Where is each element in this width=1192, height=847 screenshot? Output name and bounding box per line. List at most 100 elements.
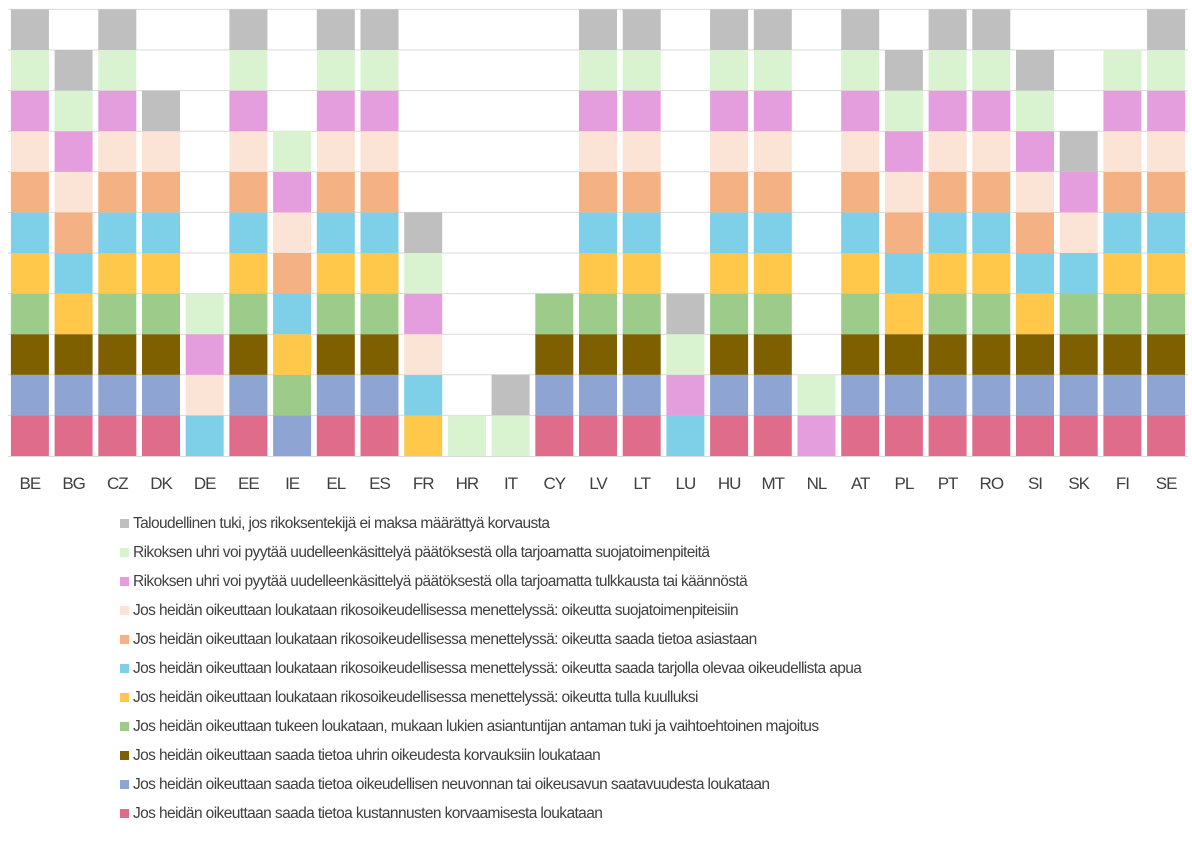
bar-segment	[142, 131, 180, 172]
bar-segment	[360, 50, 399, 91]
bar-segment	[579, 212, 617, 253]
x-tick-label: HU	[718, 474, 741, 493]
bar-segment	[797, 415, 836, 456]
bar-segment	[1147, 90, 1186, 132]
bar-segment	[98, 334, 137, 375]
legend-swatch	[120, 722, 129, 731]
bar-segment	[753, 293, 792, 335]
bar-segment	[579, 334, 617, 375]
bar-segment	[753, 334, 792, 375]
legend-label: Jos heidän oikeuttaan loukataan rikosoik…	[133, 688, 699, 706]
bar-segment	[884, 374, 923, 416]
bar-segment	[10, 253, 49, 294]
legend-label: Rikoksen uhri voi pyytää uudelleenkäsitt…	[133, 572, 748, 590]
bar-segment	[1103, 415, 1142, 456]
bar-segment	[928, 131, 967, 172]
bar-segment	[1016, 253, 1054, 294]
bar-segment	[229, 334, 268, 375]
bar-segment	[10, 171, 49, 213]
x-tick-label: MT	[762, 474, 785, 493]
bar-segment	[98, 171, 137, 213]
bar-segment	[972, 334, 1011, 375]
bar-segment	[884, 415, 923, 456]
legend-swatch	[120, 519, 129, 528]
bar-segment	[884, 212, 923, 253]
legend-label: Jos heidän oikeuttaan saada tietoa oikeu…	[133, 775, 770, 793]
bar-segment	[1147, 293, 1186, 335]
bar-segment	[884, 131, 923, 172]
bar-segment	[753, 253, 792, 294]
bar-segment	[10, 90, 49, 132]
bar-segment	[666, 415, 705, 456]
bar-segment	[841, 374, 880, 416]
legend-swatch	[120, 606, 129, 615]
bar-segment	[535, 374, 574, 416]
x-tick-label: NL	[807, 474, 827, 493]
bar-segment	[928, 374, 967, 416]
bar-segment	[622, 415, 661, 456]
bar-segment	[229, 9, 268, 50]
bar-segment	[622, 212, 661, 253]
bar-segment	[1059, 374, 1098, 416]
bar-segment	[316, 374, 355, 416]
x-tick-label: EL	[326, 474, 345, 493]
bar-segment	[1147, 334, 1186, 375]
bar-segment	[142, 374, 180, 416]
x-tick-label: CY	[543, 474, 565, 493]
x-tick-label: RO	[980, 474, 1004, 493]
bar-segment	[491, 374, 530, 416]
bar-segment	[54, 90, 93, 132]
x-tick-label: DE	[194, 474, 216, 493]
bar-segment	[1016, 131, 1054, 172]
bar-segment	[1147, 171, 1186, 213]
bar-segment	[54, 171, 93, 213]
bar-segment	[404, 415, 443, 456]
bar-segment	[884, 50, 923, 91]
legend-item: Jos heidän oikeuttaan saada tietoa oikeu…	[120, 770, 1180, 799]
legend-swatch	[120, 548, 129, 557]
bar-segment	[928, 293, 967, 335]
legend-item: Rikoksen uhri voi pyytää uudelleenkäsitt…	[120, 538, 1180, 567]
x-tick-label: AT	[851, 474, 870, 493]
bar-segment	[98, 293, 137, 335]
x-tick-label: FR	[413, 474, 434, 493]
bar-segment	[1103, 131, 1142, 172]
x-tick-label: ES	[369, 474, 390, 493]
bar-segment	[579, 171, 617, 213]
bar-segment	[229, 50, 268, 91]
bar-segment	[316, 9, 355, 50]
bar-segment	[316, 334, 355, 375]
bar-segment	[928, 50, 967, 91]
bar-segment	[54, 253, 93, 294]
bar-segment	[753, 171, 792, 213]
bar-segment	[1103, 171, 1142, 213]
bar-segment	[54, 50, 93, 91]
bar-segment	[229, 90, 268, 132]
bar-segment	[229, 131, 268, 172]
bar-segment	[972, 171, 1011, 213]
bar-segment	[753, 9, 792, 50]
bar-segment	[1103, 374, 1142, 416]
bar-segment	[229, 293, 268, 335]
bar-segment	[229, 374, 268, 416]
chart-legend: Taloudellinen tuki, jos rikoksentekijä e…	[120, 509, 1180, 828]
legend-swatch	[120, 635, 129, 644]
bar-segment	[972, 212, 1011, 253]
legend-item: Jos heidän oikeuttaan saada tietoa kusta…	[120, 799, 1180, 828]
bar-segment	[622, 9, 661, 50]
bar-segment	[841, 50, 880, 91]
legend-label: Jos heidän oikeuttaan loukataan rikosoik…	[133, 630, 757, 648]
legend-label: Rikoksen uhri voi pyytää uudelleenkäsitt…	[133, 543, 710, 561]
bar-segment	[928, 253, 967, 294]
bar-segment	[273, 293, 312, 335]
bar-segment	[98, 253, 137, 294]
bar-segment	[360, 131, 399, 172]
bar-segment	[185, 374, 224, 416]
bar-segment	[1016, 212, 1054, 253]
x-tick-label: SE	[1156, 474, 1177, 493]
bar-segment	[229, 253, 268, 294]
bar-segment	[54, 334, 93, 375]
bar-segment	[404, 212, 443, 253]
bar-segment	[98, 90, 137, 132]
bar-segment	[710, 212, 749, 253]
